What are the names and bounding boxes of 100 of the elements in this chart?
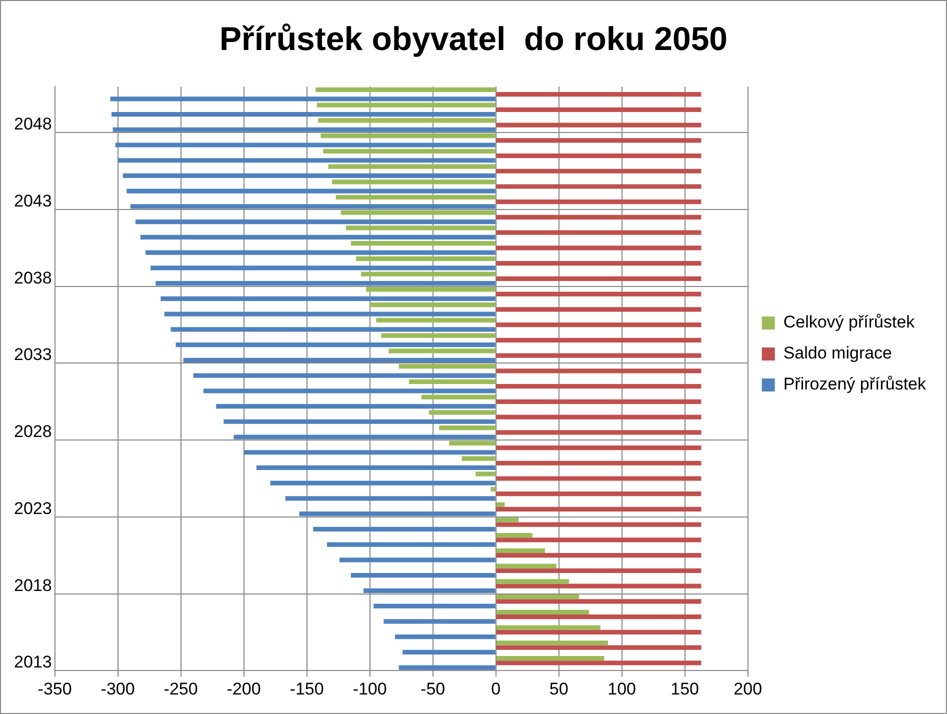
bar [496, 353, 702, 358]
bar [384, 619, 496, 624]
x-tick-label: -250 [164, 679, 198, 698]
bar [496, 630, 702, 634]
bar [462, 456, 496, 461]
x-tick-label: -350 [38, 679, 72, 698]
bar [110, 96, 496, 102]
bar [164, 312, 496, 316]
bar [156, 281, 496, 286]
bar [244, 450, 496, 455]
bar [316, 87, 496, 92]
bar [496, 460, 702, 466]
bar [496, 414, 702, 420]
bar [496, 292, 702, 296]
bar [439, 425, 496, 430]
bar [496, 322, 702, 328]
x-tick-label: 0 [491, 679, 501, 698]
bar [496, 200, 702, 204]
x-tick-label: -50 [420, 679, 446, 698]
bar [356, 256, 496, 262]
bar [496, 579, 569, 584]
bar [496, 368, 702, 374]
bar [496, 307, 702, 312]
bar [496, 518, 519, 522]
bar [496, 568, 702, 574]
bar [318, 118, 496, 123]
bar [496, 107, 702, 112]
bar [376, 318, 496, 323]
bar [496, 492, 702, 496]
bar [496, 399, 702, 404]
bar [496, 138, 702, 143]
y-tick-label: 2043 [14, 192, 52, 211]
bar [130, 204, 496, 209]
x-tick-label: -150 [290, 679, 324, 698]
bar [421, 394, 496, 400]
bar [350, 573, 496, 578]
bar [313, 526, 496, 532]
bar [135, 220, 496, 224]
x-tick-label: 150 [670, 679, 700, 698]
x-tick-label: -200 [226, 679, 261, 698]
bar [496, 553, 702, 558]
bar [204, 388, 496, 394]
bar [496, 584, 702, 588]
bar [388, 348, 496, 354]
chart-title: Přírůstek obyvatel do roku 2050 [219, 20, 728, 57]
bar [496, 522, 702, 527]
bar [112, 112, 496, 117]
y-tick-label: 2033 [14, 345, 52, 364]
bar [366, 287, 496, 292]
bar [476, 472, 496, 476]
bar [323, 148, 496, 154]
bar [496, 645, 702, 650]
bar [118, 158, 496, 163]
bar [256, 465, 496, 470]
bar [183, 358, 496, 362]
bar [496, 625, 600, 630]
bar [496, 276, 702, 282]
y-tick-label: 2023 [14, 498, 52, 518]
bar [429, 410, 496, 415]
x-tick-label: 50 [549, 679, 568, 698]
bar [496, 594, 579, 600]
bar [496, 384, 702, 389]
bar [496, 533, 532, 538]
bar [150, 266, 496, 270]
bar [402, 650, 496, 654]
y-tick-label: 2028 [14, 422, 52, 442]
bar [326, 542, 496, 547]
bar [374, 604, 496, 608]
bar [176, 342, 496, 348]
bar [398, 364, 496, 369]
bar [496, 445, 702, 450]
x-tick-label: 100 [608, 679, 636, 698]
y-tick-label: 2018 [14, 576, 52, 595]
bar [193, 373, 496, 378]
bar [496, 246, 702, 250]
bar [140, 234, 496, 240]
bar [340, 558, 496, 562]
bar [496, 214, 702, 220]
bar [270, 480, 496, 486]
bar [496, 153, 702, 158]
bar [496, 168, 702, 174]
bar [381, 333, 496, 338]
bar [496, 506, 702, 512]
bar [361, 272, 496, 276]
bar [146, 250, 496, 255]
bar [496, 538, 702, 542]
y-tick-label: 2038 [14, 268, 52, 288]
bar [115, 142, 496, 148]
bar [496, 660, 702, 666]
bar [350, 241, 496, 246]
bar [336, 194, 496, 200]
bar [224, 419, 496, 424]
bar [496, 564, 556, 568]
legend-label: Saldo migrace [783, 344, 892, 363]
bar [370, 302, 496, 308]
x-tick-label: 200 [734, 679, 762, 698]
bar [398, 665, 496, 670]
bar [332, 180, 496, 184]
bar [496, 230, 702, 235]
bar [346, 226, 496, 230]
